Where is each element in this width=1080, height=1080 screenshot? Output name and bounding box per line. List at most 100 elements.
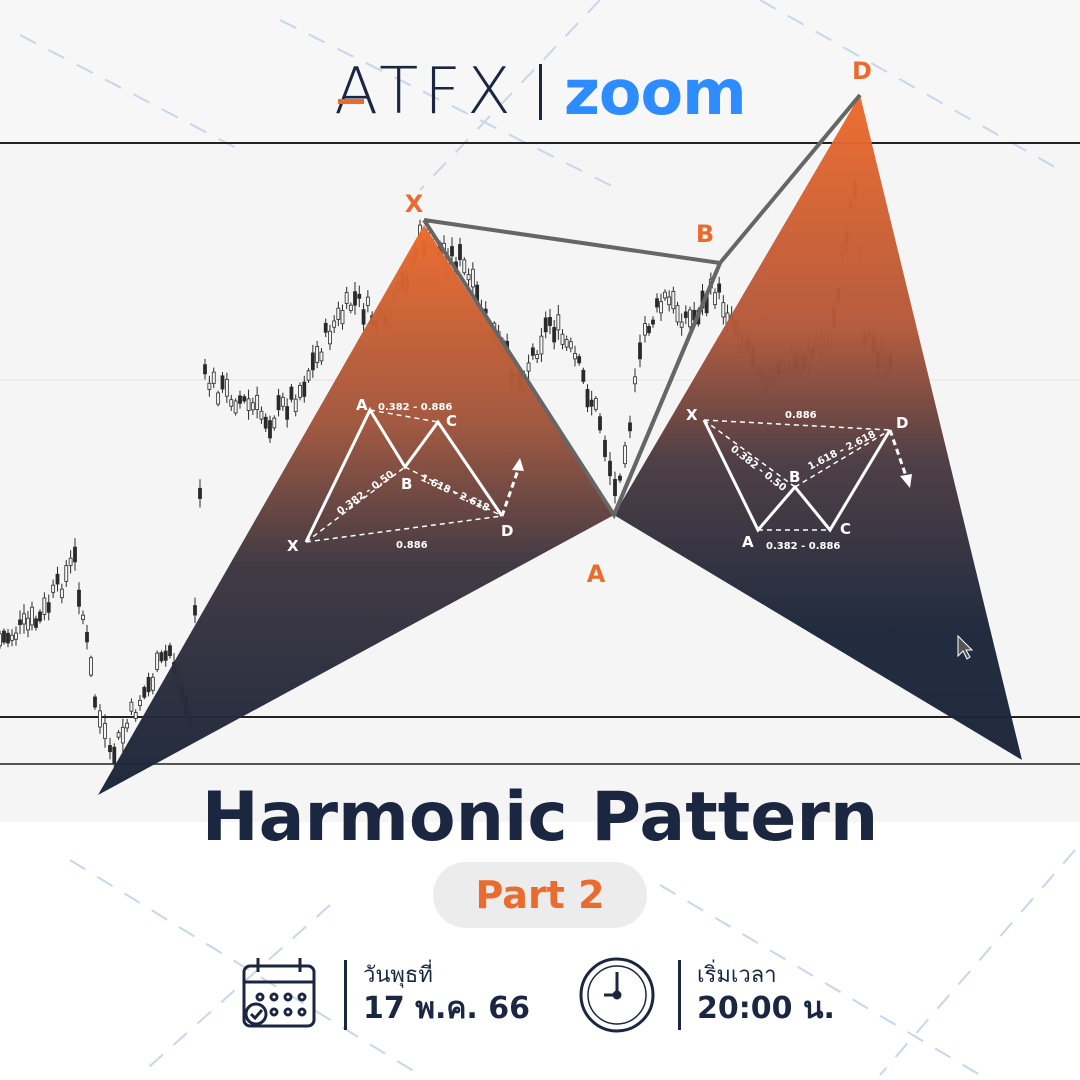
candle-body [577, 356, 582, 364]
cursor-icon [957, 634, 974, 660]
bottom-panel [0, 822, 1080, 1080]
candle-body [250, 402, 255, 411]
candle-body [651, 319, 655, 325]
candle-body [556, 314, 561, 331]
atfx-logo-accent [338, 99, 365, 104]
candle-body [64, 565, 69, 582]
date-value: 17 พ.ค. 66 [363, 991, 531, 1026]
point-label-b: B [696, 220, 714, 248]
candle-body [568, 341, 573, 349]
candle-body [6, 632, 10, 644]
candle-body [552, 327, 557, 343]
left-wing [98, 225, 614, 795]
clock-icon [579, 957, 655, 1033]
candle-body [233, 400, 238, 414]
candle-body [688, 309, 692, 328]
candle-body [659, 301, 663, 314]
svg-text:A: A [356, 396, 368, 414]
candle-body [85, 632, 89, 643]
svg-text:A: A [742, 533, 754, 551]
part-badge: Part 2 [433, 862, 647, 928]
candle-body [10, 634, 14, 641]
main-title: Harmonic Pattern [201, 778, 879, 857]
candle-body [585, 389, 590, 408]
candle-body [272, 417, 277, 429]
candle-body [598, 416, 602, 431]
candle-body [462, 259, 467, 274]
candle-body [155, 652, 160, 670]
candle-body [608, 460, 612, 477]
candle-body [613, 478, 617, 497]
candle-body [564, 339, 569, 348]
candle-body [211, 371, 216, 384]
calendar-icon [242, 958, 316, 1028]
candle-body [573, 353, 577, 360]
time-divider [678, 960, 681, 1030]
candle-body [163, 650, 168, 661]
candle-body [560, 333, 565, 345]
candle-body [667, 296, 672, 306]
candle-body [683, 311, 688, 318]
candle-body [138, 699, 142, 706]
date-divider [344, 960, 347, 1030]
candle-body [319, 351, 324, 362]
candle-body [220, 375, 225, 390]
candle-body [238, 395, 242, 404]
candle-body [276, 395, 281, 411]
svg-text:X: X [686, 406, 698, 424]
candle-body [68, 557, 73, 566]
candle-body [293, 398, 298, 413]
candle-body [593, 398, 598, 410]
candle-body [315, 346, 320, 363]
candle-body [193, 605, 197, 616]
candle-body [344, 292, 349, 304]
candle-body [112, 746, 117, 764]
point-label-x: X [405, 190, 424, 218]
candle-body [18, 619, 22, 625]
candle-body [539, 335, 544, 355]
candle-body [38, 611, 42, 622]
candle-body [623, 445, 627, 465]
svg-text:D: D [501, 522, 513, 540]
svg-text:0.382 - 0.886: 0.382 - 0.886 [378, 402, 452, 413]
candle-body [458, 244, 462, 261]
candle-body [2, 630, 6, 643]
candle-body [466, 274, 471, 281]
candle-body [663, 291, 667, 299]
candle-body [93, 696, 97, 708]
svg-text:C: C [840, 520, 851, 538]
candle-body [129, 701, 134, 712]
time-label: เริ่มเวลา [697, 963, 777, 988]
candle-body [14, 632, 18, 640]
candle-body [357, 293, 362, 299]
candle-body [633, 376, 637, 385]
svg-text:B: B [401, 475, 412, 493]
svg-text:0.886: 0.886 [785, 410, 817, 421]
candle-body [255, 394, 260, 410]
candle-body [34, 618, 38, 628]
point-label-a: A [587, 560, 606, 588]
point-label-d: D [852, 57, 872, 85]
candle-body [224, 379, 229, 397]
candle-body [332, 320, 337, 328]
candle-body [289, 386, 294, 400]
candle-body [103, 723, 107, 739]
candle-body [717, 283, 722, 293]
zoom-logo: zoom [563, 55, 747, 129]
candle-body [450, 246, 454, 257]
candle-body [246, 398, 251, 411]
candle-body [530, 347, 535, 356]
date-info: วันพุธที่ 17 พ.ค. 66 [322, 958, 530, 1032]
brand-divider [538, 64, 542, 120]
candle-body [168, 645, 172, 657]
candle-body [30, 606, 34, 626]
candle-body [306, 370, 311, 381]
candle-body [470, 268, 475, 288]
candle-body [638, 342, 642, 360]
candle-body [77, 589, 81, 607]
candle-body [146, 676, 151, 693]
svg-text:D: D [896, 414, 908, 432]
candle-body [133, 712, 138, 719]
candle-body [535, 354, 540, 359]
